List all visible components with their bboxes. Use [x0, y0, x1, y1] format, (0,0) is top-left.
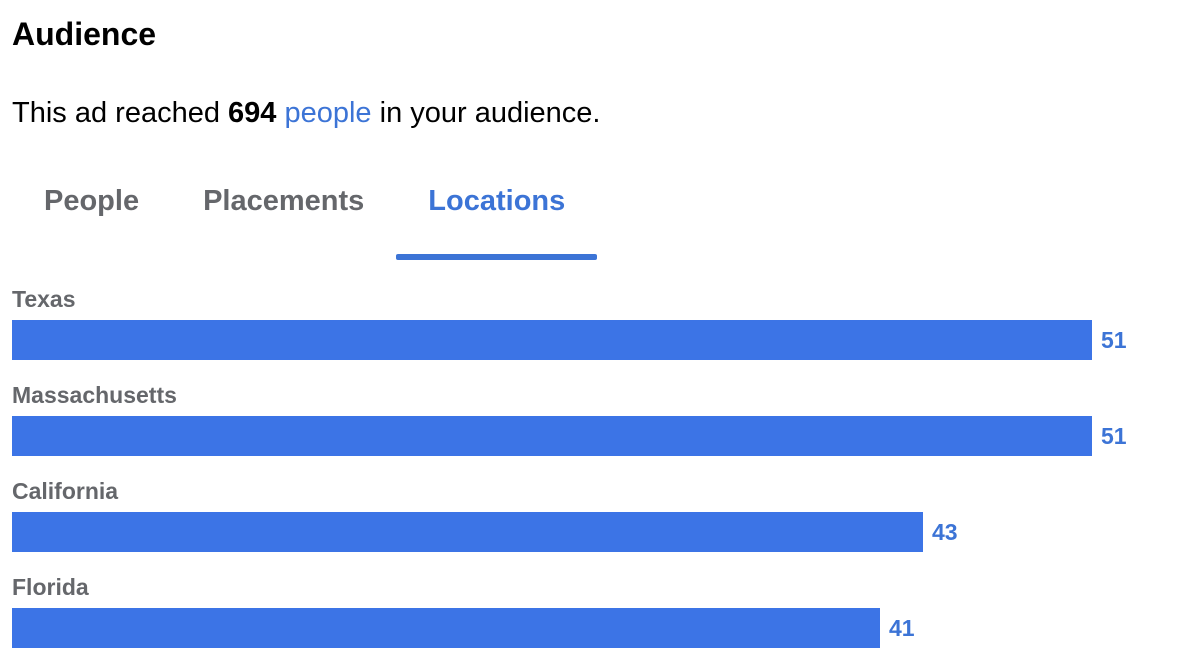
location-label: Massachusetts: [12, 382, 177, 408]
location-value: 41: [889, 615, 915, 641]
location-label: Texas: [12, 286, 76, 312]
location-value: 51: [1101, 423, 1127, 449]
people-link[interactable]: people: [284, 97, 372, 129]
location-row: California 43: [12, 474, 1172, 570]
location-value: 43: [932, 519, 958, 545]
location-value: 51: [1101, 327, 1127, 353]
tab-people[interactable]: People: [44, 185, 140, 217]
tab-placements[interactable]: Placements: [203, 185, 365, 217]
location-label: Florida: [12, 574, 89, 600]
summary-suffix: in your audience.: [371, 97, 601, 129]
summary-prefix: This ad reached: [12, 97, 229, 129]
locations-bar-chart: Texas 51 Massachusetts 51 California 43 Florid…: [12, 282, 1172, 666]
tab-locations[interactable]: Locations: [396, 170, 598, 260]
section-title: Audience: [12, 16, 157, 52]
audience-tabs: People Placements Locations: [12, 170, 598, 260]
location-bar: [12, 320, 1092, 360]
location-row: Massachusetts 51: [12, 378, 1172, 474]
location-row: Texas 51: [12, 282, 1172, 378]
reach-summary: This ad reached 694 people in your audie…: [12, 94, 601, 132]
location-bar: [12, 512, 923, 552]
location-bar: [12, 608, 880, 648]
location-row: Florida 41: [12, 570, 1172, 666]
location-label: California: [12, 478, 119, 504]
reach-count: 694: [228, 97, 277, 129]
location-bar: [12, 416, 1092, 456]
